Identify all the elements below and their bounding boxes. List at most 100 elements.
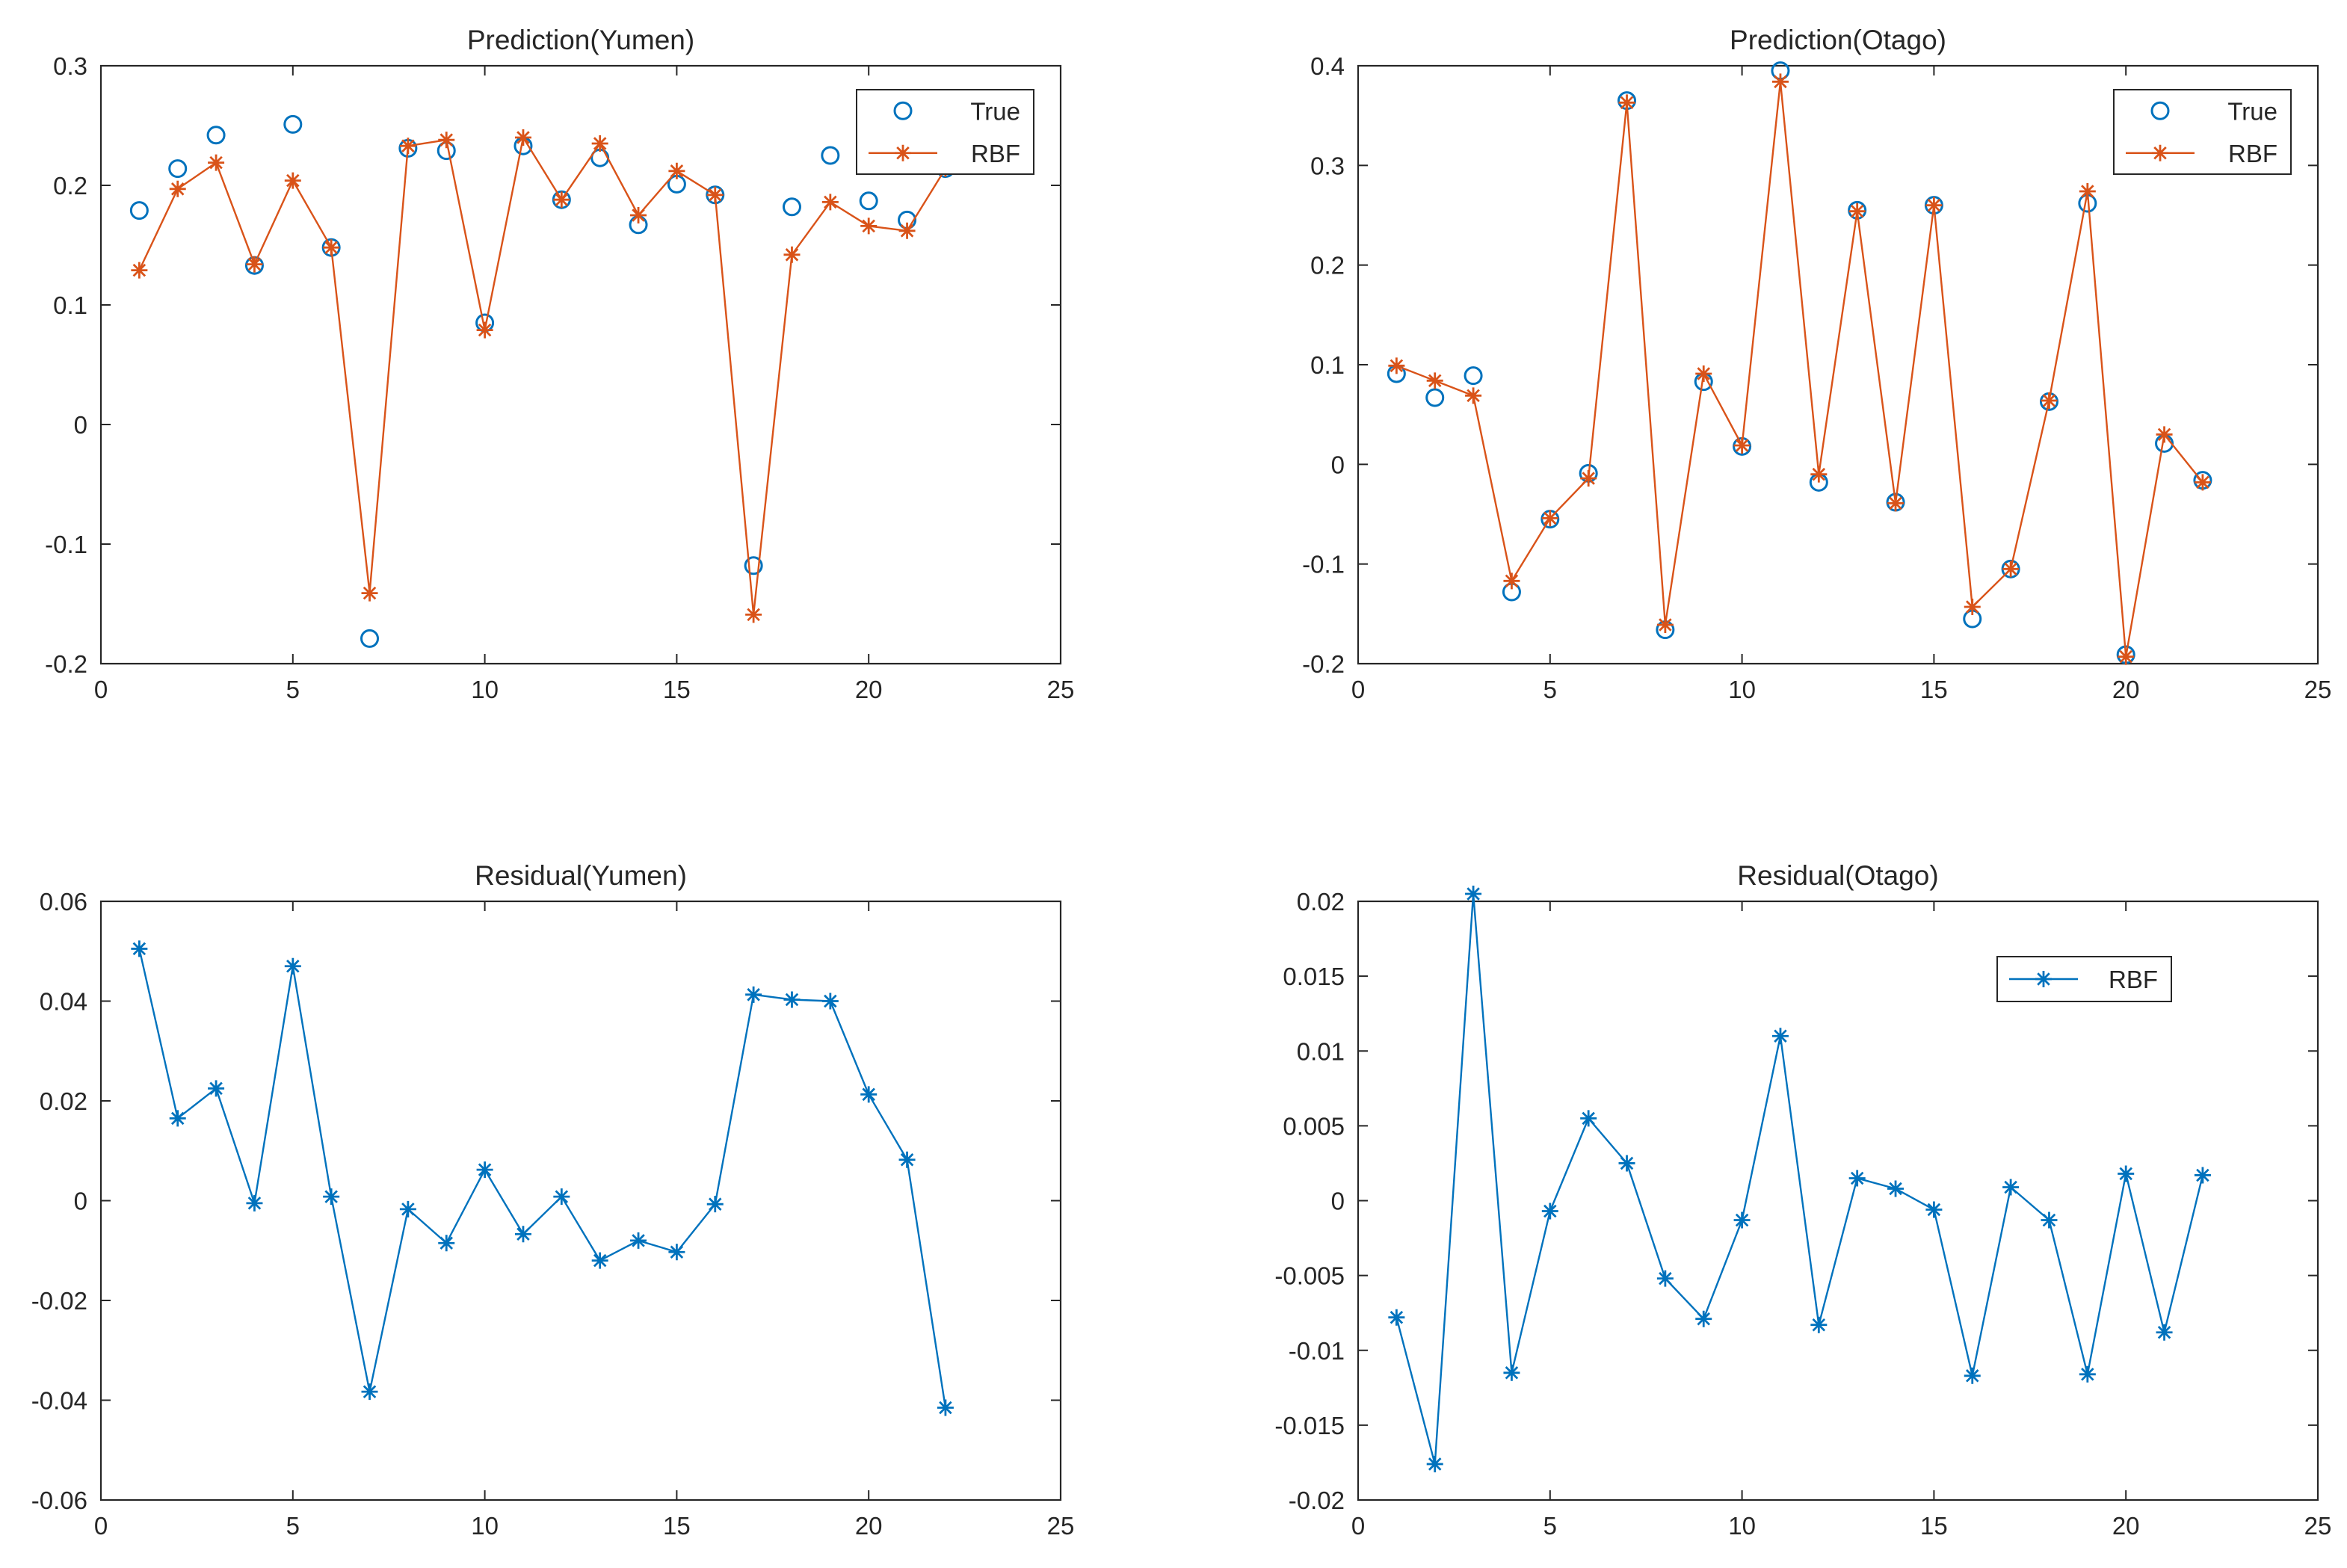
chart-title: Residual(Yumen) [475, 860, 687, 891]
data-point-asterisk [898, 1151, 916, 1168]
data-point-asterisk [399, 138, 416, 155]
data-point-asterisk [323, 1188, 340, 1206]
y-tick-label: 0.2 [53, 172, 87, 200]
data-point-asterisk [783, 246, 801, 263]
data-point-asterisk [706, 186, 724, 203]
data-point-asterisk [1388, 1309, 1405, 1326]
y-tick-label: -0.06 [31, 1487, 87, 1514]
data-point-asterisk [1695, 1310, 1712, 1327]
y-tick-label: 0.4 [1310, 52, 1345, 80]
data-point-asterisk [1695, 365, 1712, 382]
x-tick-label: 20 [2112, 676, 2140, 703]
data-point-asterisk [745, 606, 762, 623]
series-rbf [131, 129, 954, 623]
data-point-asterisk [169, 1110, 186, 1127]
series-rbf [1388, 885, 2211, 1472]
data-point-asterisk [2041, 392, 2058, 409]
data-point-asterisk [1656, 1270, 1674, 1287]
y-tick-label: 0.02 [1297, 888, 1345, 916]
data-point-circle [744, 556, 763, 575]
data-point-asterisk [169, 180, 186, 197]
y-tick-label: 0 [1331, 451, 1345, 478]
y-tick-label: -0.1 [1302, 551, 1345, 578]
x-tick-label: 5 [286, 676, 300, 703]
data-point-circle [206, 126, 226, 145]
data-point-asterisk [1388, 357, 1405, 374]
plot-area [1357, 900, 2319, 1501]
x-tick-label: 25 [2304, 1512, 2332, 1540]
data-point-asterisk [591, 1252, 608, 1269]
x-tick-label: 10 [1728, 1512, 1756, 1540]
data-point-circle [1464, 366, 1483, 386]
chart-title: Prediction(Otago) [1730, 25, 1946, 55]
y-tick-label: 0 [74, 411, 87, 439]
y-tick-label: 0 [1331, 1188, 1345, 1215]
data-point-asterisk [1771, 73, 1789, 90]
chart-prediction-otago: Prediction(Otago) 0 5 10 15 20 25 -0.2 -0.1 0 0.1 0… [1302, 25, 2331, 703]
data-point-asterisk [1618, 94, 1635, 111]
data-point-asterisk [783, 991, 801, 1008]
x-tick-label: 15 [663, 676, 691, 703]
data-point-asterisk [1426, 372, 1443, 389]
data-point-asterisk [1580, 470, 1597, 487]
legend-label-rbf: RBF [971, 140, 1020, 167]
data-point-asterisk [1465, 885, 1482, 902]
chart-prediction-yumen: Prediction(Yumen) 0 5 10 15 20 25 -0.2 -0.1 0 0.1 0… [45, 25, 1074, 703]
x-tick-label: 5 [1543, 1512, 1557, 1540]
data-point-asterisk [1810, 1316, 1828, 1333]
y-tick-label: 0 [74, 1188, 87, 1215]
legend: True RBF [2113, 89, 2292, 175]
x-tick-label: 0 [1351, 676, 1365, 703]
y-tick-label: 0.1 [53, 291, 87, 319]
x-tick-label: 15 [1920, 676, 1948, 703]
data-point-asterisk [2002, 1179, 2020, 1196]
data-point-asterisk [1771, 1028, 1789, 1045]
data-point-asterisk [1656, 617, 1674, 633]
data-point-circle [168, 159, 188, 179]
chart-residual-otago: Residual(Otago) 0 5 10 15 20 25 -0.02 -0.015 -0.0… [1274, 860, 2331, 1540]
y-tick-label: 0.3 [53, 52, 87, 80]
data-point-asterisk [208, 154, 225, 171]
data-point-asterisk [1580, 1110, 1597, 1127]
data-point-asterisk [1848, 1170, 1866, 1187]
legend-label-rbf: RBF [2228, 140, 2277, 167]
data-point-asterisk [323, 239, 340, 256]
data-point-asterisk [2002, 561, 2020, 578]
plot-area [99, 900, 1062, 1501]
data-point-asterisk [246, 1194, 263, 1212]
legend: RBF [1996, 956, 2172, 1002]
data-point-asterisk [1733, 437, 1751, 454]
y-tick-label: -0.02 [31, 1287, 87, 1315]
data-point-circle [782, 197, 801, 217]
legend-marker-true [893, 101, 913, 120]
y-tick-label: 0.06 [40, 888, 87, 916]
y-tick-label: 0.2 [1310, 252, 1345, 280]
data-point-asterisk [1925, 197, 1943, 214]
data-point-asterisk [1503, 1364, 1520, 1381]
data-point-asterisk [630, 207, 647, 223]
data-point-asterisk [630, 1232, 647, 1249]
y-tick-label: 0.015 [1283, 963, 1345, 990]
data-point-asterisk [361, 584, 378, 602]
x-tick-label: 15 [1920, 1512, 1948, 1540]
data-point-asterisk [1541, 510, 1558, 527]
data-point-asterisk [668, 1244, 685, 1261]
x-tick-label: 10 [471, 1512, 499, 1540]
chart-title: Residual(Otago) [1737, 860, 1938, 891]
data-point-asterisk [821, 194, 839, 211]
data-point-circle [859, 191, 878, 211]
legend-label-true: True [970, 97, 1020, 125]
data-point-asterisk [2156, 426, 2173, 443]
x-tick-label: 0 [94, 676, 108, 703]
x-tick-label: 10 [1728, 676, 1756, 703]
y-tick-label: 0.01 [1297, 1037, 1345, 1065]
y-tick-label: 0.005 [1283, 1112, 1345, 1140]
x-tick-label: 5 [1543, 676, 1557, 703]
x-tick-label: 0 [1351, 1512, 1365, 1540]
series-line-rbf [138, 136, 946, 616]
x-tick-label: 25 [1047, 676, 1075, 703]
data-point-circle [821, 146, 840, 165]
data-point-circle [283, 114, 303, 134]
data-point-asterisk [476, 1161, 493, 1179]
